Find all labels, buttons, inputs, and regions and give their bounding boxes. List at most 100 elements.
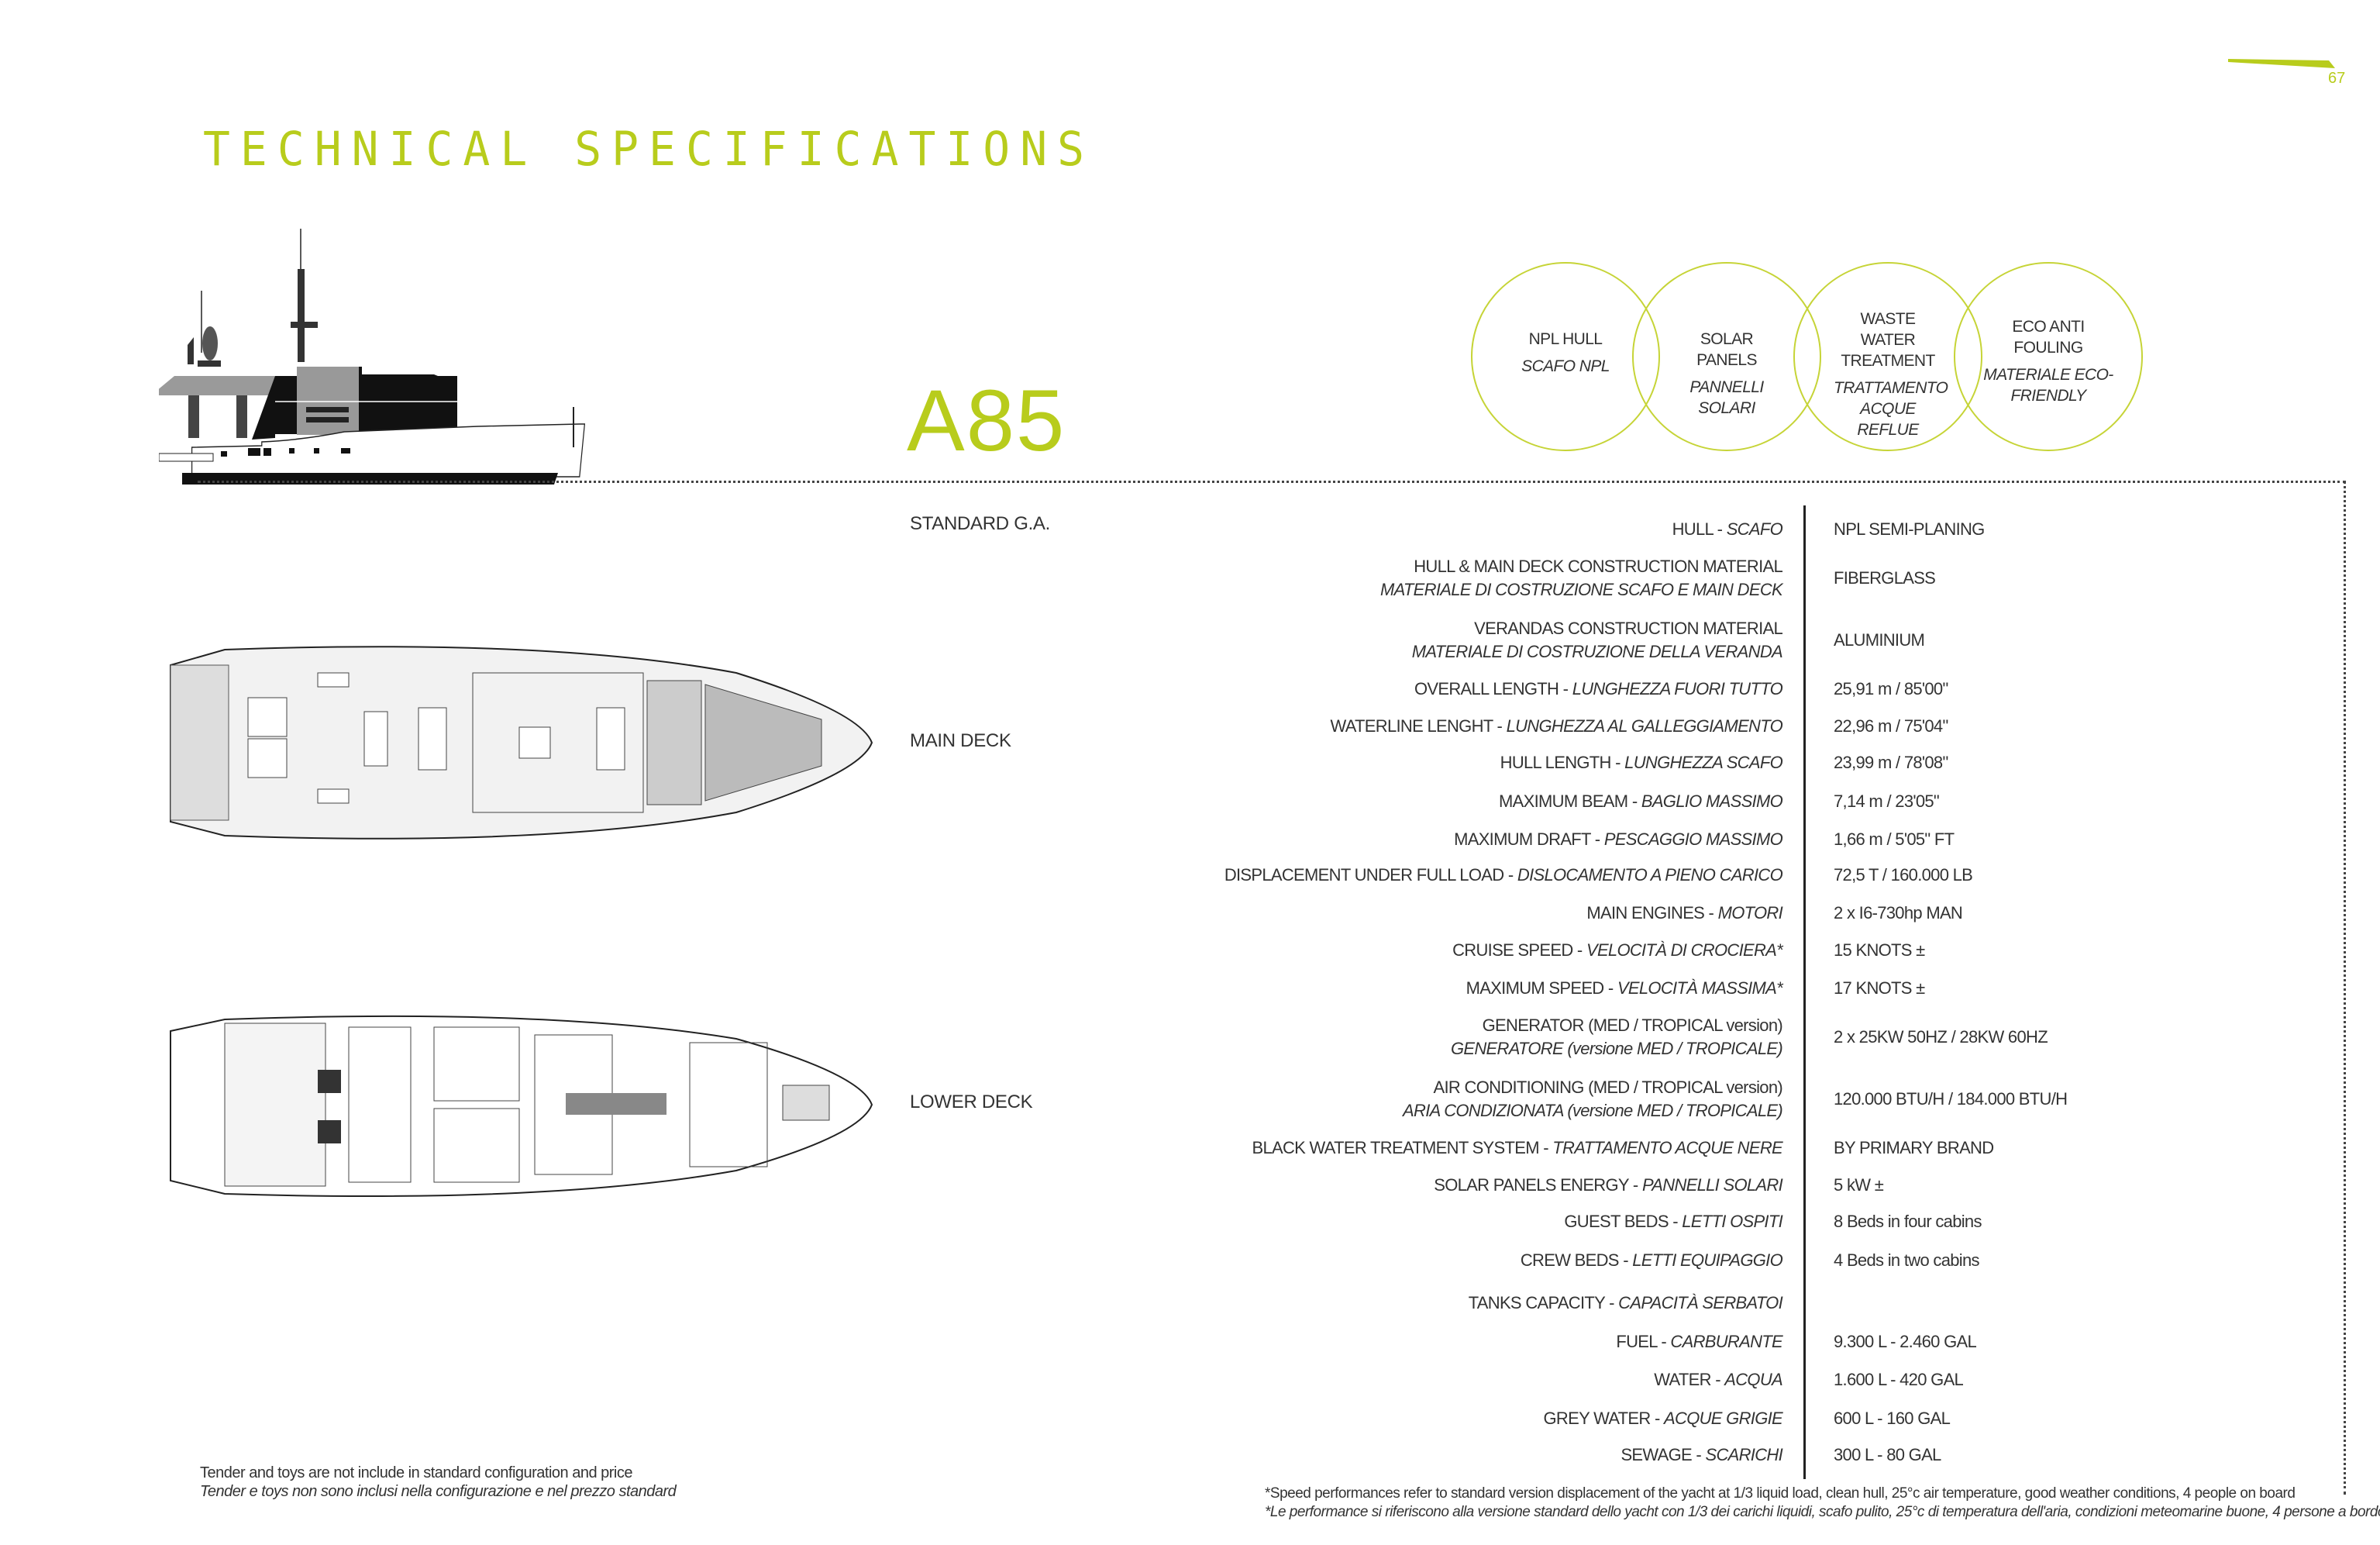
feature-label-en: ECO ANTI FOULING xyxy=(2012,318,2085,357)
spec-label-en: DISPLACEMENT UNDER FULL LOAD xyxy=(1224,865,1504,885)
spec-label-en: VERANDAS CONSTRUCTION MATERIAL xyxy=(1474,619,1783,638)
main-deck-plan xyxy=(170,646,873,840)
feature-label: SOLAR PANELS PANNELLI SOLARI xyxy=(1672,329,1781,419)
spec-label-en: AIR CONDITIONING (MED / TROPICAL version… xyxy=(1433,1078,1783,1097)
spec-label-it: ARIA CONDIZIONATA (versione MED / TROPIC… xyxy=(1403,1101,1783,1120)
yacht-profile-drawing xyxy=(159,229,586,485)
spec-label: MAXIMUM BEAM - BAGLIO MASSIMO xyxy=(1499,791,1783,811)
spec-label: SEWAGE - SCARICHI xyxy=(1621,1445,1782,1464)
spec-label-it: PANNELLI SOLARI xyxy=(1641,1175,1783,1195)
feature-label-en: WASTE WATER TREATMENT xyxy=(1841,310,1935,370)
spec-label-it: MATERIALE DI COSTRUZIONE DELLA VERANDA xyxy=(1411,642,1783,661)
feature-circle xyxy=(1954,262,2143,451)
spec-label: TANKS CAPACITY - CAPACITÀ SERBATOI xyxy=(1468,1293,1783,1312)
speed-note-en: *Speed performances refer to standard ve… xyxy=(1265,1485,2296,1502)
spec-value: 22,96 m / 75'04" xyxy=(1834,716,1948,736)
spec-label-it: CARBURANTE xyxy=(1670,1332,1782,1351)
standard-ga-label: STANDARD G.A. xyxy=(910,513,1051,534)
feature-label-en: SOLAR PANELS xyxy=(1696,330,1757,369)
spec-label-en: OVERALL LENGTH xyxy=(1414,679,1559,698)
spec-value: 300 L - 80 GAL xyxy=(1834,1445,1941,1464)
feature-label: ECO ANTI FOULING MATERIALE ECO-FRIENDLY xyxy=(1982,316,2114,406)
main-deck-label: MAIN DECK xyxy=(910,730,1011,751)
spec-label-it: PESCAGGIO MASSIMO xyxy=(1603,829,1783,849)
spec-value: 17 KNOTS ± xyxy=(1834,978,1925,998)
spec-label-en: CRUISE SPEED xyxy=(1452,940,1573,960)
spec-label-en: CREW BEDS xyxy=(1520,1250,1620,1270)
spec-label-it: TRATTAMENTO ACQUE NERE xyxy=(1552,1138,1782,1157)
spec-label-en: MAXIMUM BEAM xyxy=(1499,791,1628,811)
spec-label-en: TANKS CAPACITY xyxy=(1468,1293,1606,1312)
page-number: 67 xyxy=(2328,70,2346,87)
spec-label-it: LUNGHEZZA SCAFO xyxy=(1624,753,1783,772)
spec-label-it: MOTORI xyxy=(1717,903,1783,923)
spec-label-it: GENERATORE (versione MED / TROPICALE) xyxy=(1450,1039,1783,1058)
spec-label-en: GENERATOR (MED / TROPICAL version) xyxy=(1482,1016,1783,1035)
spec-table-divider xyxy=(1803,505,1806,1479)
page-accent-stripe xyxy=(2228,59,2335,68)
spec-value: 15 KNOTS ± xyxy=(1834,940,1925,960)
spec-label-it: CAPACITÀ SERBATOI xyxy=(1618,1293,1783,1312)
feature-label-it: TRATTAMENTO ACQUE REFLUE xyxy=(1834,379,1948,439)
spec-label-it: ACQUA xyxy=(1724,1370,1782,1389)
spec-label-en: MAXIMUM DRAFT xyxy=(1454,829,1591,849)
spec-label: MAXIMUM DRAFT - PESCAGGIO MASSIMO xyxy=(1454,829,1783,849)
spec-value: 2 x I6-730hp MAN xyxy=(1834,903,1963,923)
spec-label-it: VELOCITÀ DI CROCIERA* xyxy=(1586,940,1783,960)
spec-label: AIR CONDITIONING (MED / TROPICAL version… xyxy=(1403,1076,1783,1123)
dotted-divider-vertical xyxy=(2344,481,2346,1495)
spec-label: WATER - ACQUA xyxy=(1654,1370,1782,1389)
spec-label: MAIN ENGINES - MOTORI xyxy=(1586,903,1783,923)
spec-label: VERANDAS CONSTRUCTION MATERIAL MATERIALE … xyxy=(1411,617,1783,664)
spec-label-en: HULL LENGTH xyxy=(1500,753,1612,772)
tender-note-it: Tender e toys non sono inclusi nella con… xyxy=(200,1483,677,1500)
feature-label: NPL HULL SCAFO NPL xyxy=(1511,329,1620,377)
spec-value: 23,99 m / 78'08" xyxy=(1834,753,1948,772)
spec-label-it: BAGLIO MASSIMO xyxy=(1641,791,1783,811)
speed-note-it: *Le performance si riferiscono alla vers… xyxy=(1265,1504,2380,1520)
spec-label: FUEL - CARBURANTE xyxy=(1616,1332,1782,1351)
spec-value: 9.300 L - 2.460 GAL xyxy=(1834,1332,1977,1351)
spec-label-en: MAXIMUM SPEED xyxy=(1466,978,1605,998)
spec-value: 4 Beds in two cabins xyxy=(1834,1250,1979,1270)
spec-value: FIBERGLASS xyxy=(1834,568,1936,588)
spec-label-en: SOLAR PANELS ENERGY xyxy=(1434,1175,1633,1195)
spec-label: GUEST BEDS - LETTI OSPITI xyxy=(1564,1212,1782,1231)
spec-label: GENERATOR (MED / TROPICAL version) GENERA… xyxy=(1450,1014,1783,1060)
lower-deck-plan xyxy=(170,1015,873,1198)
spec-label-it: LUNGHEZZA AL GALLEGGIAMENTO xyxy=(1506,716,1783,736)
spec-value: 2 x 25KW 50HZ / 28KW 60HZ xyxy=(1834,1027,2048,1047)
feature-label: WASTE WATER TREATMENT TRATTAMENTO ACQUE R… xyxy=(1834,309,1948,440)
spec-label: HULL & MAIN DECK CONSTRUCTION MATERIAL MA… xyxy=(1379,555,1783,602)
spec-label: CREW BEDS - LETTI EQUIPAGGIO xyxy=(1520,1250,1783,1270)
feature-label-it: SCAFO NPL xyxy=(1521,357,1610,375)
spec-label-en: HULL & MAIN DECK CONSTRUCTION MATERIAL xyxy=(1414,557,1782,576)
spec-label-en: FUEL xyxy=(1616,1332,1657,1351)
spec-label: CRUISE SPEED - VELOCITÀ DI CROCIERA* xyxy=(1452,940,1783,960)
spec-value: 1,66 m / 5'05" FT xyxy=(1834,829,1955,849)
lower-deck-label: LOWER DECK xyxy=(910,1092,1033,1112)
spec-value: BY PRIMARY BRAND xyxy=(1834,1138,1994,1157)
spec-label-it: DISLOCAMENTO A PIENO CARICO xyxy=(1517,865,1783,885)
spec-label-it: LUNGHEZZA FUORI TUTTO xyxy=(1572,679,1783,698)
feature-label-it: MATERIALE ECO-FRIENDLY xyxy=(1983,366,2113,405)
spec-value: 120.000 BTU/H / 184.000 BTU/H xyxy=(1834,1089,2068,1109)
spec-label-it: ACQUE GRIGIE xyxy=(1664,1409,1783,1428)
spec-label: DISPLACEMENT UNDER FULL LOAD - DISLOCAME… xyxy=(1224,865,1783,885)
spec-label-it: VELOCITÀ MASSIMA* xyxy=(1617,978,1783,998)
spec-value: 72,5 T / 160.000 LB xyxy=(1834,865,1973,885)
spec-label-it: LETTI EQUIPAGGIO xyxy=(1632,1250,1782,1270)
spec-label-it: MATERIALE DI COSTRUZIONE SCAFO E MAIN DE… xyxy=(1379,580,1783,599)
feature-label-en: NPL HULL xyxy=(1528,330,1603,348)
spec-label: BLACK WATER TREATMENT SYSTEM - TRATTAMEN… xyxy=(1252,1138,1783,1157)
spec-value: 25,91 m / 85'00" xyxy=(1834,679,1948,698)
page-title: TECHNICAL SPECIFICATIONS xyxy=(203,121,1095,177)
spec-value: 5 kW ± xyxy=(1834,1175,1884,1195)
tender-note-en: Tender and toys are not include in stand… xyxy=(200,1464,633,1481)
spec-label: SOLAR PANELS ENERGY - PANNELLI SOLARI xyxy=(1434,1175,1783,1195)
spec-label-it: SCARICHI xyxy=(1705,1445,1782,1464)
spec-label-en: GUEST BEDS xyxy=(1564,1212,1669,1231)
spec-value: 600 L - 160 GAL xyxy=(1834,1409,1951,1428)
spec-value: NPL SEMI-PLANING xyxy=(1834,519,1985,539)
spec-value: 1.600 L - 420 GAL xyxy=(1834,1370,1964,1389)
